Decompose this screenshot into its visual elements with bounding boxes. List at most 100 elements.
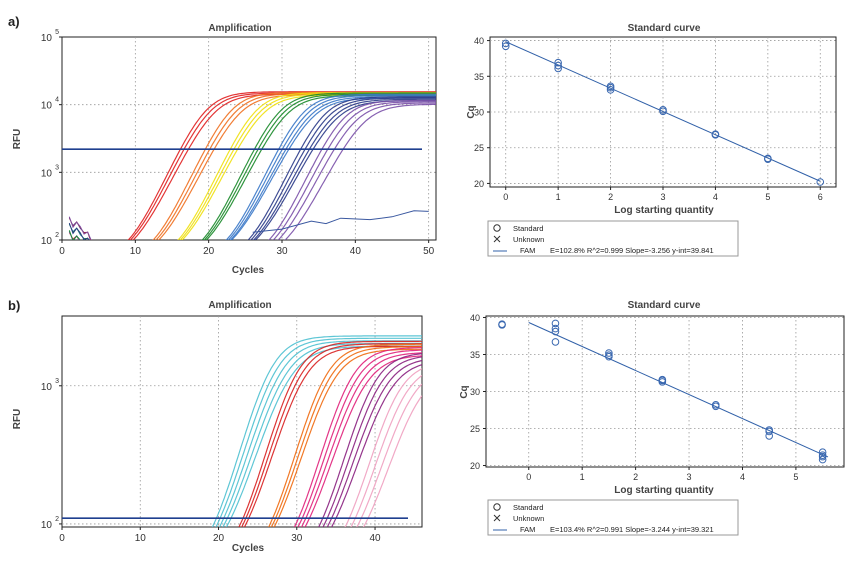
x-tick-label: 20 — [203, 246, 215, 257]
standard-point — [501, 42, 510, 51]
amplification-curve — [272, 101, 436, 240]
legend-series-label: FAM — [520, 525, 535, 534]
x-tick-label: 3 — [687, 472, 692, 482]
fit-line — [528, 322, 829, 458]
x-tick-label: 30 — [291, 533, 303, 544]
amplification-curve — [330, 364, 422, 527]
std-ylabel-b: Cq — [459, 385, 470, 398]
amplification-curves — [68, 91, 436, 240]
noise-trace — [68, 230, 82, 240]
legend-stats: E=103.4% R^2=0.991 Slope=-3.244 y-int=39… — [550, 525, 714, 534]
x-tick-label: 0 — [59, 246, 65, 257]
amplification-curve — [300, 352, 422, 527]
x-tick-label: 50 — [423, 246, 435, 257]
legend-unknown-marker — [493, 235, 501, 243]
plot-area — [61, 36, 437, 241]
x-tick-label: 5 — [765, 192, 770, 202]
amplification-curve — [344, 368, 422, 527]
standard-point — [659, 106, 667, 114]
std-xlabel-b: Log starting quantity — [614, 485, 714, 496]
standard-point — [551, 338, 560, 346]
standard-point — [818, 455, 827, 464]
std-legend-b: Standard Unknown FAM E=103.4% R^2=0.991 … — [487, 499, 739, 536]
amplification-curve — [304, 355, 422, 527]
amplification-curve — [273, 348, 422, 527]
x-tick-label: 0 — [526, 472, 531, 482]
background-trace — [252, 210, 429, 233]
amplification-curve — [218, 340, 422, 527]
x-tick-label: 6 — [818, 192, 823, 202]
amplification-curve — [326, 359, 422, 527]
amp-xlabel-b: Cycles — [232, 543, 265, 554]
amplification-curve — [270, 346, 422, 527]
y-tick-label: 40 — [470, 313, 480, 323]
legend-unknown-label: Unknown — [513, 514, 544, 523]
legend-standard-marker — [493, 503, 501, 511]
amplification-chart-a: Amplification Cycles RFU 0 10 20 30 40 501021… — [12, 23, 437, 276]
legend-unknown-label: Unknown — [513, 235, 544, 244]
legend-unknown-marker — [493, 514, 501, 522]
legend-standard-label: Standard — [513, 503, 543, 512]
amplification-curve — [252, 98, 436, 240]
amplification-curve — [241, 343, 422, 527]
standard-point — [818, 452, 827, 461]
std-title-a: Standard curve — [628, 23, 701, 34]
amplification-curve — [356, 383, 422, 527]
amplification-curve — [227, 94, 436, 240]
amp-title-b: Amplification — [208, 300, 271, 311]
amplification-curve — [277, 102, 436, 240]
standard-point — [551, 327, 560, 336]
std-legend-a: Standard Unknown FAM E=102.8% R^2=0.999 … — [487, 220, 739, 257]
y-tick-label: 25 — [474, 143, 484, 153]
x-tick-label: 1 — [556, 192, 561, 202]
x-tick-label: 40 — [350, 246, 362, 257]
standard-point — [551, 319, 560, 328]
noise-trace — [68, 222, 90, 240]
standard-point — [498, 320, 506, 328]
y-tick-label: 40 — [474, 36, 484, 46]
legend-box — [487, 499, 739, 536]
legend-standard-label: Standard — [513, 224, 543, 233]
y-tick-label: 30 — [474, 108, 484, 118]
x-tick-label: 4 — [740, 472, 745, 482]
x-tick-label: 3 — [660, 192, 665, 202]
noise-trace — [68, 216, 92, 240]
amplification-curve — [297, 349, 422, 527]
amplification-curve — [250, 97, 436, 240]
y-tick-exponent: 3 — [55, 378, 59, 385]
y-tick-exponent: 5 — [55, 29, 59, 36]
y-tick-label: 10 — [41, 520, 53, 531]
y-tick-label: 10 — [41, 101, 53, 112]
x-tick-label: 5 — [793, 472, 798, 482]
amp-ylabel-a: RFU — [12, 129, 23, 150]
amplification-curve — [211, 335, 422, 527]
x-tick-label: 20 — [213, 533, 225, 544]
standard-point — [765, 427, 773, 436]
standard-point — [711, 130, 720, 138]
y-tick-label: 10 — [41, 168, 53, 179]
standard-point — [658, 376, 667, 385]
standard-point — [606, 86, 615, 94]
amplification-curve — [215, 337, 422, 527]
amp-title-a: Amplification — [208, 23, 271, 34]
x-tick-label: 30 — [276, 246, 288, 257]
standard-point — [551, 324, 560, 333]
amplification-curve — [268, 99, 436, 240]
amplification-curve — [284, 103, 436, 240]
legend-standard-marker — [493, 224, 501, 232]
x-tick-label: 40 — [369, 533, 381, 544]
y-tick-label: 10 — [41, 382, 53, 393]
legend-series-label: FAM — [520, 246, 535, 255]
std-ylabel-a: Cq — [466, 105, 477, 118]
standard-point — [501, 39, 510, 48]
standard-point — [711, 402, 720, 411]
amplification-curve — [318, 353, 422, 527]
x-tick-label: 2 — [608, 192, 613, 202]
amplification-curve — [268, 343, 422, 527]
standard-curve-chart-a: Standard curve Log starting quantity Cq … — [466, 23, 837, 257]
x-tick-label: 1 — [580, 472, 585, 482]
panel-label-a: a) — [8, 14, 20, 29]
